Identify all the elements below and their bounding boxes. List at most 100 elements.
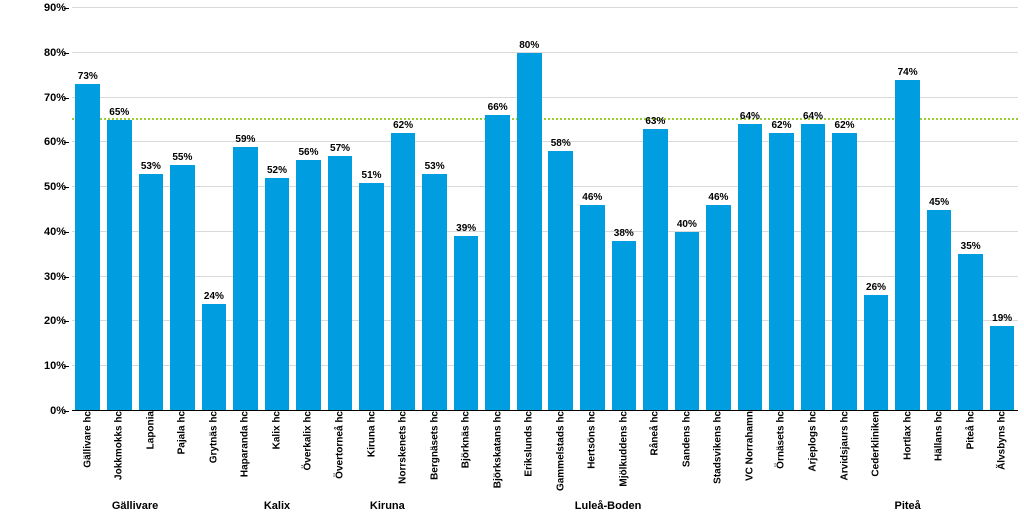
group-labels: GällivareKalixKirunaLuleå-BodenPiteå [72,497,1018,515]
x-label-slot: Jokkmokks hc [104,411,136,495]
x-label-slot: Björknäs hc [450,411,482,495]
bar: 46% [706,205,731,411]
bar-value-label: 40% [677,219,697,230]
bar-value-label: 24% [204,291,224,302]
bar-value-label: 52% [267,165,287,176]
x-axis-label: Hällans hc [934,411,945,461]
x-axis-label: Hortlax hc [902,411,913,460]
bar-slot: 58% [545,8,577,411]
x-label-slot: Stadsvikens hc [703,411,735,495]
bar-slot: 59% [230,8,262,411]
x-axis-label: Gällivare hc [82,411,93,468]
bar-value-label: 63% [645,116,665,127]
x-label-slot: Överkalix hc [293,411,325,495]
bar-value-label: 73% [78,71,98,82]
x-axis-label: Hertsöns hc [587,411,598,469]
x-axis-label: Sandens hc [681,411,692,467]
x-axis-label: VC Norrahamn [744,411,755,481]
bar-slot: 66% [482,8,514,411]
bar-value-label: 59% [235,134,255,145]
y-tick-mark [64,98,69,99]
group-label: Luleå-Boden [419,497,797,515]
bar-slot: 52% [261,8,293,411]
bar-slot: 62% [829,8,861,411]
bar: 53% [422,174,447,411]
y-tick-label: 80% [0,47,66,59]
bar-slot: 53% [419,8,451,411]
x-axis-labels: Gällivare hcJokkmokks hcLaponiaPajala hc… [72,411,1018,495]
bar: 62% [391,133,416,411]
x-axis-label: Kiruna hc [366,411,377,457]
bar: 66% [485,115,510,411]
x-axis-label: Arvidsjaurs hc [839,411,850,480]
x-label-slot: Hällans hc [923,411,955,495]
bar: 64% [738,124,763,411]
bar-value-label: 53% [141,161,161,172]
bar-slot: 35% [955,8,987,411]
y-tick-mark [64,321,69,322]
bar: 74% [895,80,920,411]
bar-value-label: 62% [393,120,413,131]
x-axis-label: Grytnäs hc [208,411,219,463]
bar: 52% [265,178,290,411]
plot-area: 73%65%53%55%24%59%52%56%57%51%62%53%39%6… [72,8,1018,411]
bar: 63% [643,129,668,411]
x-label-slot: Grytnäs hc [198,411,230,495]
bar-value-label: 64% [803,111,823,122]
bar-slot: 45% [923,8,955,411]
x-axis-label: Björknäs hc [461,411,472,468]
x-label-slot: Sandens hc [671,411,703,495]
x-axis-label: Erikslunds hc [524,411,535,477]
bar-slot: 56% [293,8,325,411]
x-axis-label: Piteå hc [965,411,976,449]
x-axis-label: Jokkmokks hc [114,411,125,480]
bar-value-label: 53% [425,161,445,172]
bar: 26% [864,295,889,411]
x-label-slot: Arvidsjaurs hc [829,411,861,495]
x-label-slot: Mjölkuddens hc [608,411,640,495]
bar-slot: 46% [703,8,735,411]
x-axis-label: Örnäsets hc [776,411,787,469]
bar: 55% [170,165,195,411]
x-axis-label: Överkalix hc [303,411,314,470]
bar-value-label: 56% [298,147,318,158]
x-axis-label: Råneå hc [650,411,661,455]
bar-slot: 73% [72,8,104,411]
x-label-slot: Kalix hc [261,411,293,495]
bar-value-label: 57% [330,143,350,154]
bar-value-label: 62% [771,120,791,131]
bar-slot: 40% [671,8,703,411]
bar-slot: 63% [640,8,672,411]
x-axis-label: Stadsvikens hc [713,411,724,484]
bar-slot: 39% [450,8,482,411]
x-label-slot: Piteå hc [955,411,987,495]
bar-slot: 74% [892,8,924,411]
x-label-slot: VC Norrahamn [734,411,766,495]
x-label-slot: Björkskatans hc [482,411,514,495]
bar: 40% [675,232,700,411]
x-axis-label: Pajala hc [177,411,188,454]
bars-row: 73%65%53%55%24%59%52%56%57%51%62%53%39%6… [72,8,1018,411]
bar: 45% [927,210,952,412]
x-label-slot: Gammelstads hc [545,411,577,495]
bar-slot: 19% [986,8,1018,411]
x-label-slot: Haparanda hc [230,411,262,495]
bar: 59% [233,147,258,411]
bar-value-label: 45% [929,197,949,208]
y-tick-mark [64,53,69,54]
bar: 56% [296,160,321,411]
bar: 46% [580,205,605,411]
bar-value-label: 55% [172,152,192,163]
y-tick-label: 60% [0,136,66,148]
x-axis-label: Mjölkuddens hc [618,411,629,487]
bar-value-label: 80% [519,40,539,51]
group-label: Kiruna [356,497,419,515]
x-axis-label: Cederkliniken [871,411,882,477]
bar: 64% [801,124,826,411]
bar-value-label: 19% [992,313,1012,324]
x-axis-label: Gammelstads hc [555,411,566,491]
bar-value-label: 26% [866,282,886,293]
bar: 62% [769,133,794,411]
x-axis-label: Björkskatans hc [492,411,503,488]
bar: 62% [832,133,857,411]
